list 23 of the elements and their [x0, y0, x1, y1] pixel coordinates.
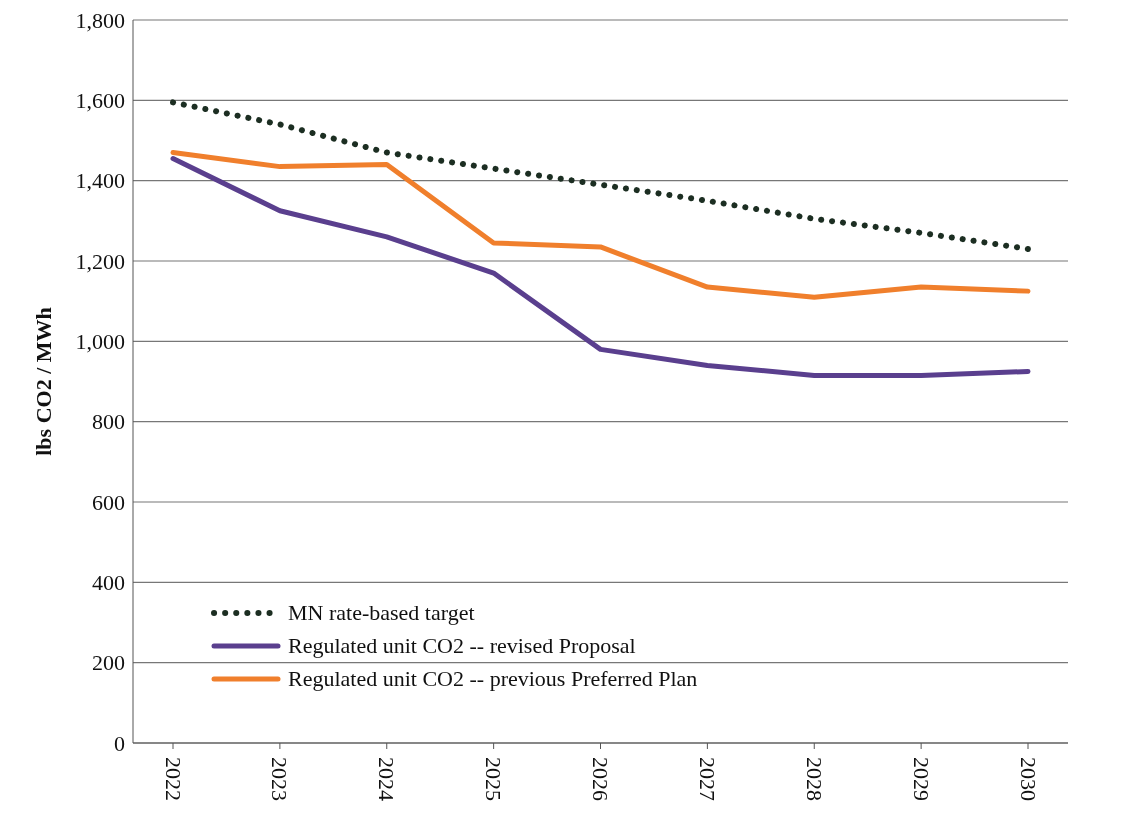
y-tick-label: 1,000	[75, 329, 125, 355]
x-tick-label: 2024	[374, 757, 400, 801]
x-tick-label: 2029	[908, 757, 934, 801]
x-tick-label: 2026	[588, 757, 613, 801]
y-axis-title: lbs CO2 / MWh	[30, 307, 56, 456]
x-tick-label: 2022	[160, 757, 186, 801]
x-tick-label: 2030	[1015, 757, 1041, 801]
y-tick-label: 0	[114, 730, 125, 756]
y-tick-label: 400	[92, 570, 125, 596]
y-tick-label: 1,600	[75, 88, 125, 114]
x-tick-label: 2027	[694, 757, 720, 801]
y-tick-label: 1,200	[75, 248, 125, 274]
legend-label: MN rate-based target	[288, 599, 475, 626]
y-tick-label: 800	[92, 409, 125, 435]
y-tick-label: 200	[92, 650, 125, 676]
x-tick-label: 2025	[481, 757, 507, 801]
y-tick-label: 1,400	[75, 168, 125, 194]
legend-label: Regulated unit CO2 -- previous Preferred Plan	[288, 665, 698, 692]
x-tick-label: 2023	[267, 757, 293, 801]
y-tick-label: 600	[92, 489, 125, 515]
legend-label: Regulated unit CO2 -- revised Proposal	[288, 632, 636, 659]
y-tick-label: 1,800	[75, 7, 125, 33]
x-tick-label: 2028	[801, 757, 827, 801]
